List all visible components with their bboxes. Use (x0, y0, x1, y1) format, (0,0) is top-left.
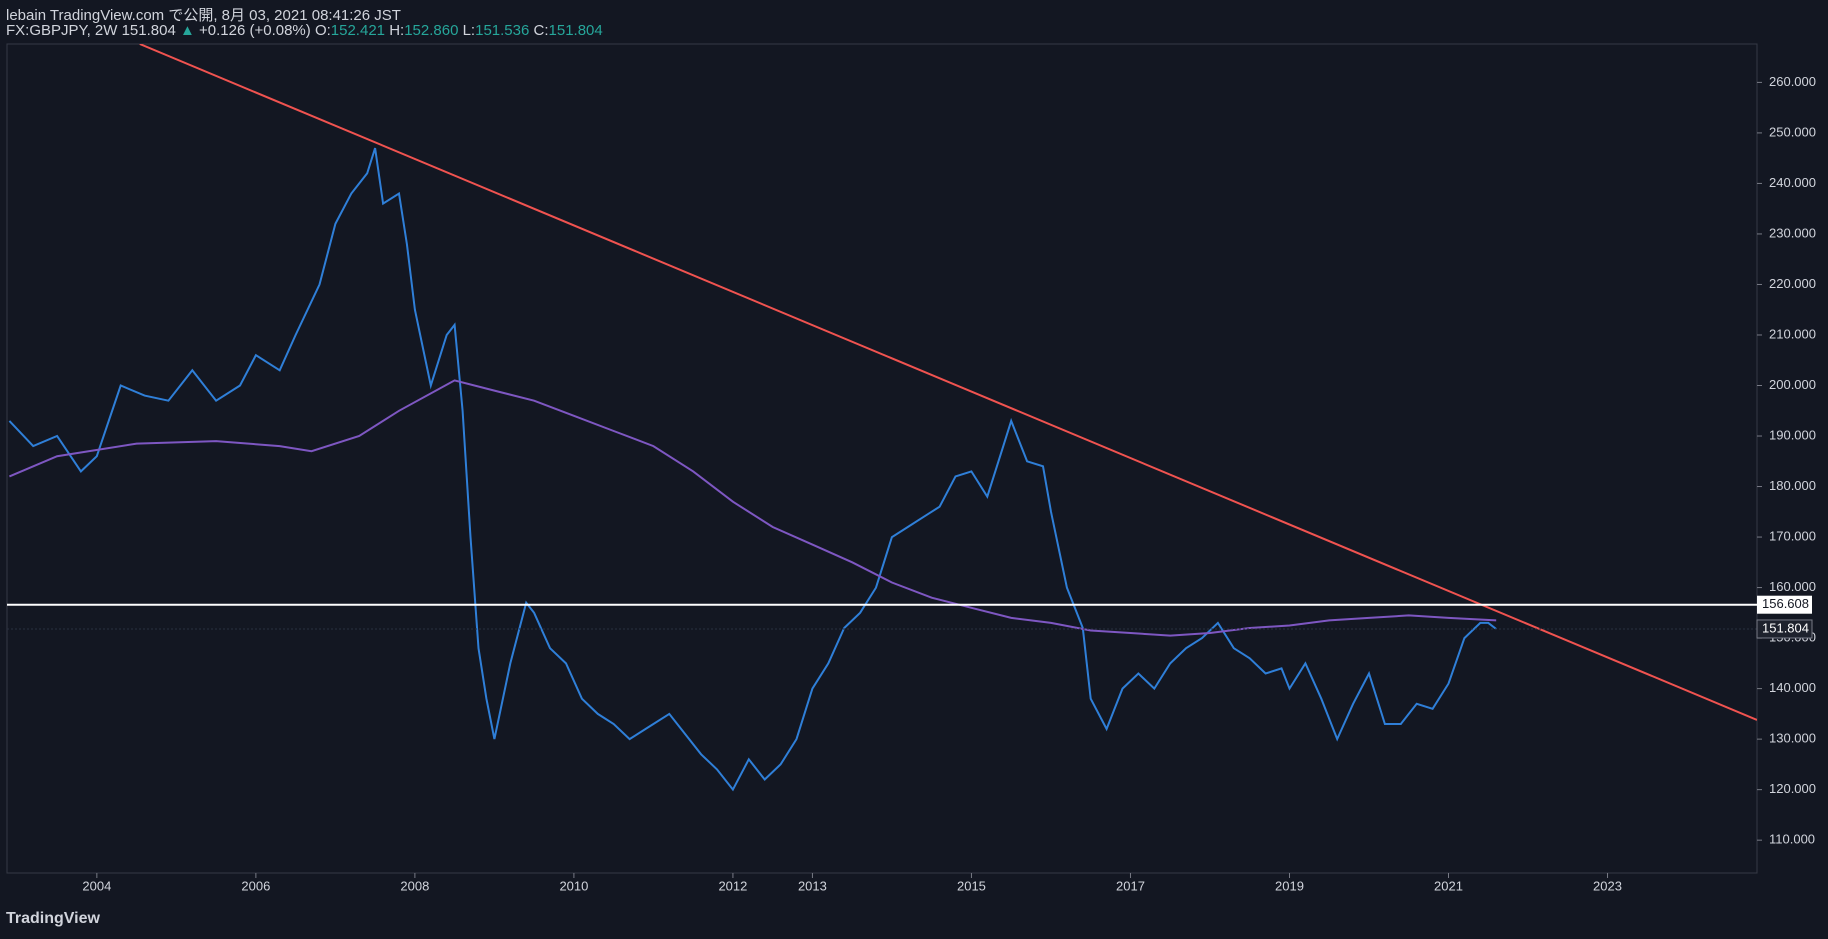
x-tick-label: 2004 (82, 878, 111, 893)
header-line2: FX:GBPJPY, 2W 151.804 ▲ +0.126 (+0.08%) … (6, 22, 603, 39)
y-tick-label: 140.000 (1769, 680, 1816, 695)
horizontal-line-label: 156.608 (1762, 596, 1809, 611)
x-tick-label: 2008 (400, 878, 429, 893)
x-tick-label: 2019 (1275, 878, 1304, 893)
y-tick-label: 220.000 (1769, 276, 1816, 291)
y-tick-label: 180.000 (1769, 478, 1816, 493)
change: +0.126 (+0.08%) (199, 22, 311, 39)
y-tick-label: 240.000 (1769, 175, 1816, 190)
last-price-box (1756, 619, 1813, 639)
x-tick-label: 2023 (1593, 878, 1622, 893)
symbol: FX:GBPJPY, 2W 151.804 (6, 22, 176, 39)
horizontal-line-box (1757, 595, 1812, 614)
price-line (9, 379, 1497, 637)
y-tick-label: 190.000 (1769, 427, 1816, 442)
plot-frame (6, 43, 1758, 874)
plot (8, 44, 1757, 792)
c-label: C: (533, 22, 549, 39)
trend-line (139, 44, 1757, 721)
h-value: 152.860 (404, 22, 459, 39)
l-label: L: (462, 22, 476, 39)
h-label: H: (389, 22, 405, 39)
y-tick-label: 170.000 (1769, 528, 1816, 543)
price-line (8, 147, 1497, 792)
last-price-label: 151.804 (1762, 620, 1809, 635)
x-tick-label: 2012 (718, 878, 747, 893)
y-tick-label: 120.000 (1769, 781, 1816, 796)
y-tick-label: 160.000 (1769, 579, 1816, 594)
arrow: ▲ (179, 22, 195, 39)
x-tick-label: 2013 (798, 878, 827, 893)
o-label: O: (314, 22, 331, 39)
y-tick-label: 210.000 (1769, 326, 1816, 341)
y-tick-label: 130.000 (1769, 731, 1816, 746)
y-tick-label: 200.000 (1769, 377, 1816, 392)
y-tick-label: 260.000 (1769, 74, 1816, 89)
x-tick-label: 2017 (1116, 878, 1145, 893)
l-value: 151.536 (475, 22, 530, 39)
x-tick-label: 2010 (559, 878, 588, 893)
x-tick-label: 2021 (1434, 878, 1463, 893)
c-value: 151.804 (548, 22, 603, 39)
y-tick-label: 110.000 (1769, 832, 1815, 847)
y-tick-label: 250.000 (1769, 124, 1816, 139)
footer-logo: TradingView (6, 910, 100, 927)
header-line1: lebain TradingView.com で公開, 8月 03, 2021 … (6, 7, 401, 24)
o-value: 152.421 (330, 22, 386, 39)
x-tick-label: 2015 (957, 878, 986, 893)
y-tick-label: 230.000 (1769, 225, 1816, 240)
x-tick-label: 2006 (241, 878, 270, 893)
